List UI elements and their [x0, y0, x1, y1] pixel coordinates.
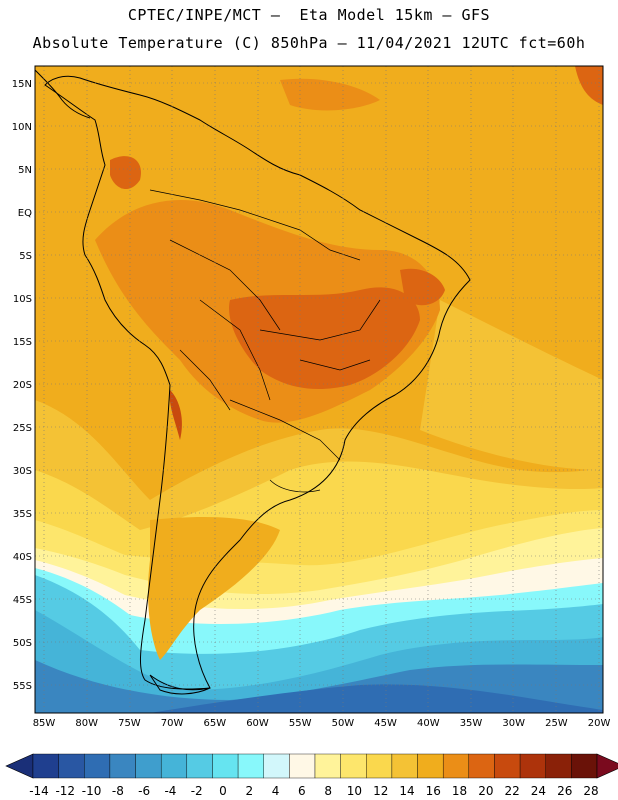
- lat-label: 35S: [13, 509, 32, 520]
- field-hot-spot-atlantic: [575, 66, 603, 105]
- colorbar-tick-label: -6: [138, 784, 150, 798]
- lon-label: 55W: [289, 718, 312, 729]
- field-band-22: [229, 287, 420, 390]
- colorbar-tick-label: 20: [478, 784, 493, 798]
- colorbar-under-arrow: [5, 753, 34, 779]
- lat-label: 55S: [13, 681, 32, 692]
- colorbar-tick-label: 26: [557, 784, 572, 798]
- graticule: [35, 66, 603, 713]
- lon-label: 75W: [118, 718, 141, 729]
- title-line-2: Absolute Temperature (C) 850hPa – 11/04/…: [32, 34, 586, 52]
- colorbar-swatch: [84, 753, 111, 779]
- lat-label: EQ: [18, 208, 32, 219]
- lon-label: 35W: [460, 718, 483, 729]
- lon-label: 60W: [246, 718, 269, 729]
- field-patagonia-warm: [148, 517, 280, 660]
- lon-label: 65W: [203, 718, 226, 729]
- colorbar-over-arrow: [596, 753, 618, 779]
- colorbar-tick-label: 8: [324, 784, 332, 798]
- lat-label: 40S: [13, 552, 32, 563]
- colorbar-swatch: [109, 753, 136, 779]
- colorbar-tick-label: -14: [29, 784, 49, 798]
- colorbar-swatch: [519, 753, 546, 779]
- colorbar-swatch: [289, 753, 316, 779]
- lon-label: 20W: [588, 718, 611, 729]
- plot-frame: [34, 65, 604, 714]
- colorbar-swatch: [417, 753, 444, 779]
- colorbar-swatch: [468, 753, 495, 779]
- lon-label: 30W: [502, 718, 525, 729]
- lat-label: 5N: [18, 165, 32, 176]
- colorbar-swatch: [212, 753, 239, 779]
- lon-label: 40W: [417, 718, 440, 729]
- colorbar-swatch: [442, 753, 470, 779]
- colorbar-tick-label: -12: [55, 784, 75, 798]
- colorbar-swatch: [366, 753, 393, 779]
- colorbar-tick-label: 12: [373, 784, 388, 798]
- field-ocean-patch: [440, 378, 483, 420]
- colorbar-swatch: [545, 753, 572, 779]
- colorbar-tick-label: 2: [245, 784, 253, 798]
- lat-label: 50S: [13, 638, 32, 649]
- colorbar-swatch: [340, 753, 367, 779]
- lon-label: 85W: [33, 718, 56, 729]
- colorbar-tick-label: 0: [219, 784, 227, 798]
- colorbar-tick-label: 28: [583, 784, 598, 798]
- colorbar-swatch: [135, 753, 162, 779]
- lat-label: 15S: [13, 337, 32, 348]
- colorbar-labels: -14 -12 -10 -8 -6 -4 -2 0 2 4 6 8 10 12 14 16 18 20 22 24 26…: [29, 784, 598, 798]
- lon-label: 50W: [332, 718, 355, 729]
- colorbar-swatch: [494, 753, 521, 779]
- colorbar-swatch: [571, 753, 598, 779]
- lon-label: 45W: [374, 718, 397, 729]
- south-america-coast: [44, 75, 471, 690]
- colorbar-swatch: [186, 753, 213, 779]
- lat-label: 45S: [13, 595, 32, 606]
- lat-label: 10S: [13, 294, 32, 305]
- colorbar-swatch: [314, 753, 341, 779]
- colorbar-tick-label: 16: [426, 784, 441, 798]
- colorbar-tick-label: 10: [347, 784, 362, 798]
- colorbar-tick-label: -4: [164, 784, 176, 798]
- colorbar-swatch: [32, 753, 59, 779]
- lon-label: 25W: [545, 718, 568, 729]
- colorbar-tick-label: 6: [298, 784, 306, 798]
- central-america-coast: [35, 69, 91, 119]
- lat-label: 10N: [12, 122, 32, 133]
- colorbar-tick-label: 18: [452, 784, 467, 798]
- field-andes-warm: [169, 390, 182, 440]
- lon-label: 80W: [75, 718, 98, 729]
- colorbar-swatch: [160, 753, 188, 779]
- colorbar-tick-label: 24: [531, 784, 546, 798]
- field-ocean-light: [420, 300, 603, 470]
- colorbar: [5, 753, 618, 779]
- colorbar-swatch: [263, 753, 290, 779]
- title-line-1: CPTEC/INPE/MCT – Eta Model 15km – GFS: [127, 6, 491, 24]
- longitude-labels: 85W 80W 75W 70W 65W 60W 55W 50W 45W 40W 35W 30W 25W 2…: [33, 718, 611, 729]
- temperature-field: [35, 66, 603, 713]
- latitude-labels: 15N 10N 5N EQ 5S 10S 15S 20S 25S 30S 35S 40S 45S 50S 5…: [12, 79, 32, 692]
- lat-label: 20S: [13, 380, 32, 391]
- lat-label: 15N: [12, 79, 32, 90]
- field-ocean-warm-north: [280, 78, 380, 111]
- coastline: [35, 69, 471, 695]
- lat-label: 25S: [13, 423, 32, 434]
- colorbar-swatch: [58, 753, 85, 779]
- colorbar-swatch: [237, 753, 264, 779]
- field-band-n8: [150, 684, 603, 713]
- colorbar-tick-label: 4: [272, 784, 280, 798]
- colorbar-swatch: [391, 753, 418, 779]
- colorbar-tick-label: 22: [505, 784, 520, 798]
- lat-label: 30S: [13, 466, 32, 477]
- lat-label: 5S: [19, 251, 32, 262]
- colorbar-tick-label: 14: [399, 784, 414, 798]
- lon-label: 70W: [161, 718, 184, 729]
- field-hot-spot-ne: [400, 268, 445, 306]
- colorbar-tick-label: -10: [82, 784, 102, 798]
- colorbar-tick-label: -8: [112, 784, 124, 798]
- colorbar-tick-label: -2: [191, 784, 203, 798]
- field-hot-spot-venezuela: [110, 156, 141, 190]
